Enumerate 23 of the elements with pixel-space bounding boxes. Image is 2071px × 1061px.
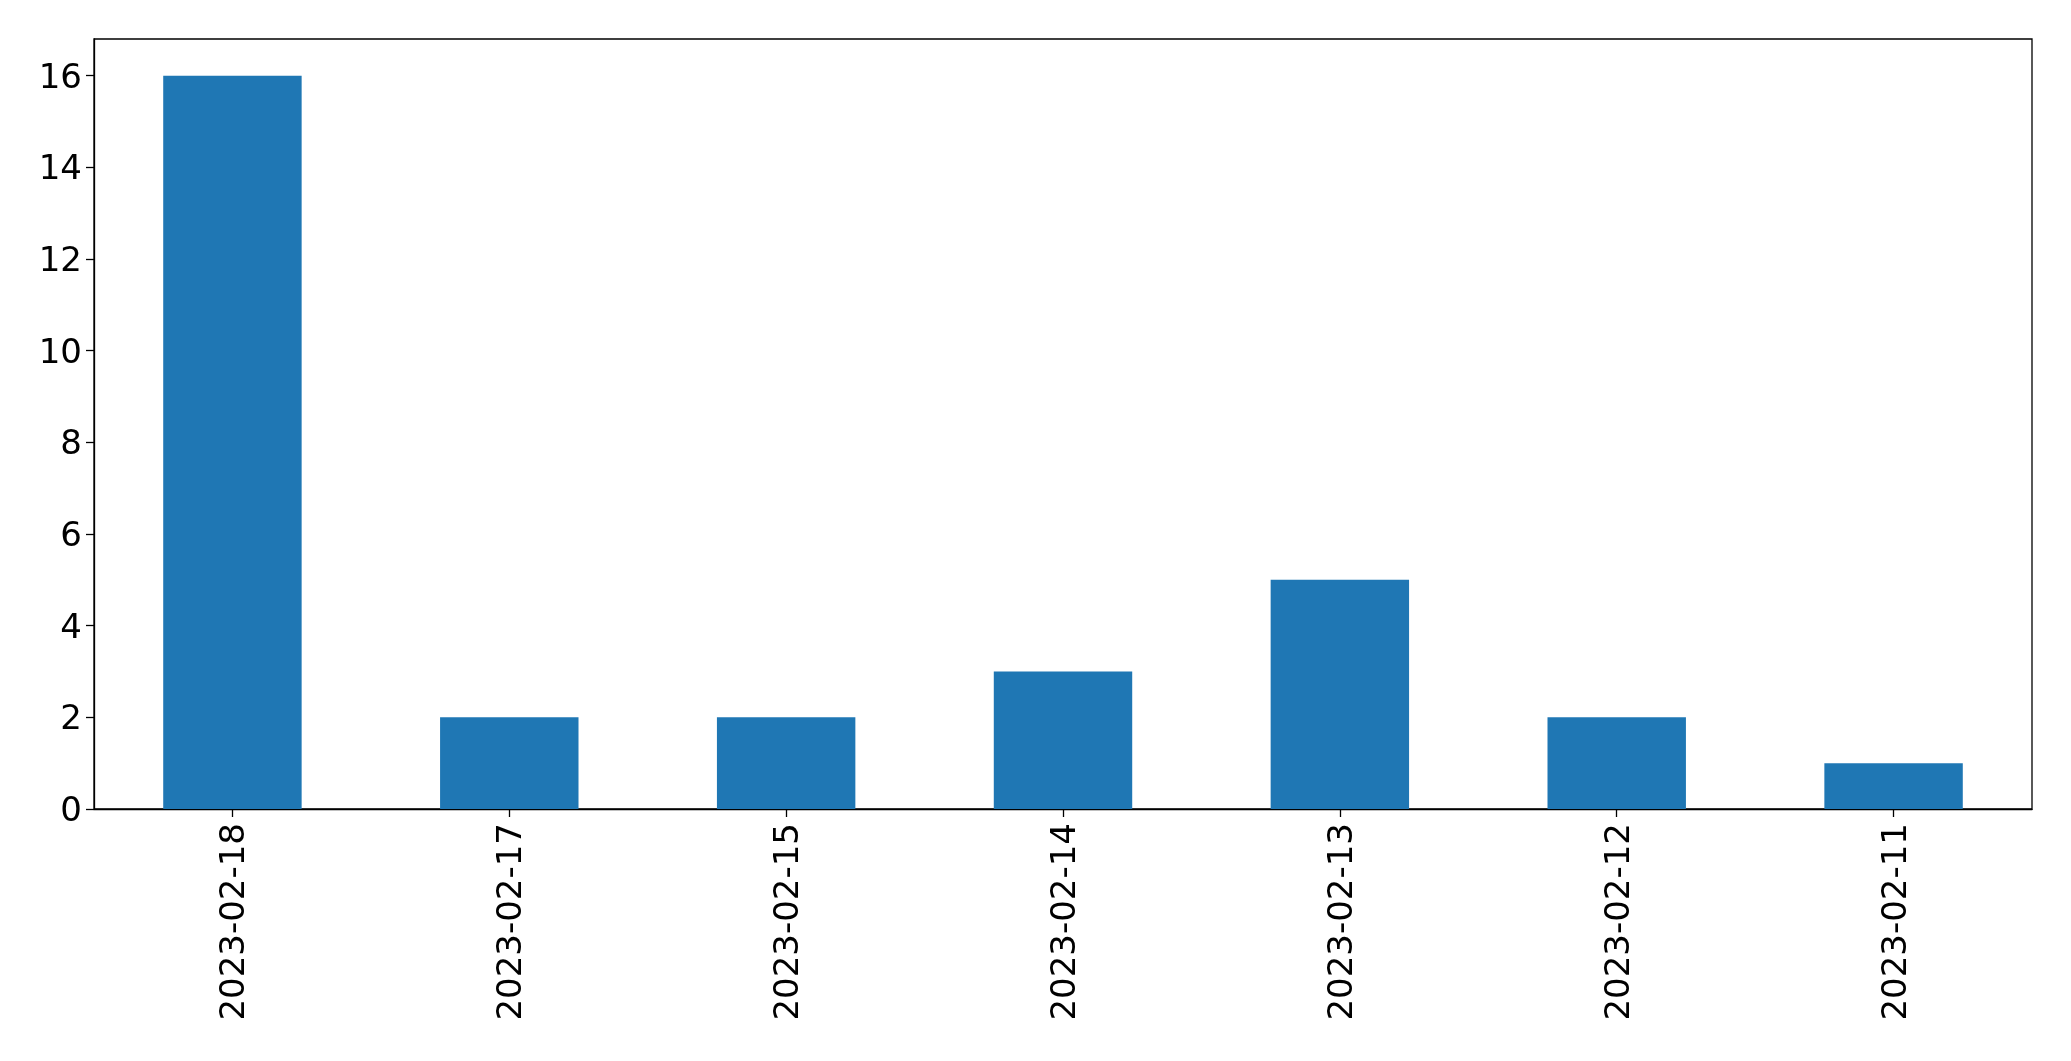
x-tick-label: 2023-02-17 <box>489 823 530 1021</box>
bar <box>993 671 1133 809</box>
y-tick-label: 4 <box>60 605 82 646</box>
x-tick-label: 2023-02-18 <box>212 823 253 1021</box>
x-tick-label: 2023-02-15 <box>766 823 807 1021</box>
x-tick-label: 2023-02-12 <box>1596 823 1637 1021</box>
bar <box>1270 579 1410 809</box>
bar <box>440 717 579 809</box>
bar <box>1824 763 1963 809</box>
y-tick-label: 10 <box>38 330 82 371</box>
y-tick-label: 2 <box>60 697 82 738</box>
y-tick-label: 14 <box>38 147 82 188</box>
bar <box>163 75 302 809</box>
y-tick-label: 16 <box>38 55 82 96</box>
bar <box>1547 717 1686 809</box>
y-tick-label: 6 <box>60 514 82 554</box>
y-tick-label: 0 <box>60 789 82 829</box>
y-tick-label: 8 <box>60 422 82 463</box>
bar <box>716 717 856 809</box>
y-tick-label: 12 <box>38 239 82 279</box>
x-tick-label: 2023-02-13 <box>1319 823 1360 1021</box>
x-tick-label: 2023-02-11 <box>1873 823 1914 1021</box>
x-tick-label: 2023-02-14 <box>1043 823 1083 1021</box>
